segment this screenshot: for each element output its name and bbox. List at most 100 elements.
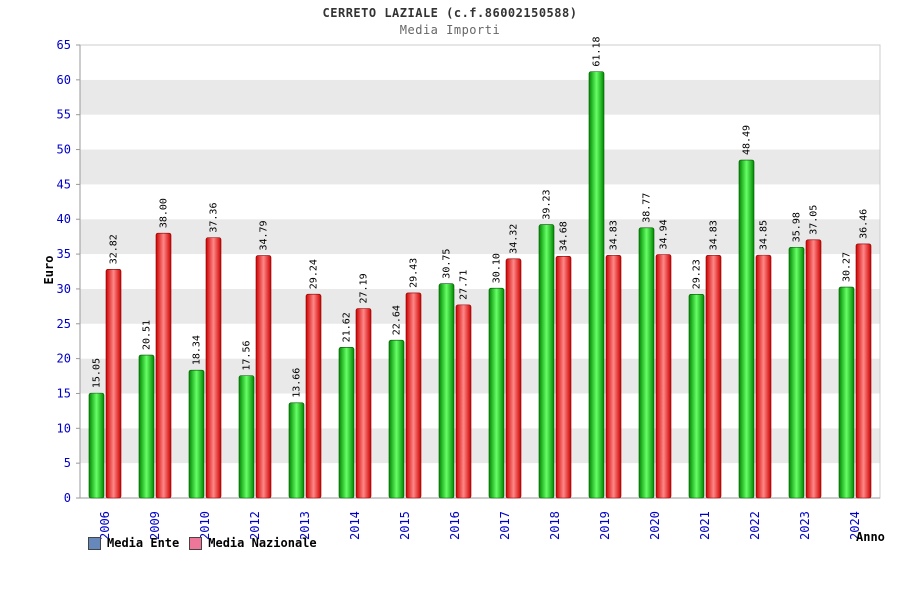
- y-tick-label: 5: [64, 456, 71, 470]
- x-tick-label-2013: 2013: [298, 511, 312, 540]
- x-axis-label: Anno: [856, 530, 885, 544]
- bar-value-label: 18.34: [192, 335, 203, 365]
- bar-media-nazionale-2010: [205, 237, 222, 499]
- bar-value-label: 38.00: [159, 198, 170, 228]
- bar-value-label: 35.98: [792, 212, 803, 242]
- bar-media-ente-2015: [388, 339, 405, 499]
- bar-media-ente-2012: [238, 375, 255, 499]
- bar-value-label: 34.79: [259, 220, 270, 250]
- bar-value-label: 36.46: [859, 209, 870, 239]
- legend-swatch-media-nazionale-icon: [189, 536, 203, 550]
- bar-media-ente-2024: [838, 286, 855, 499]
- bar-media-nazionale-2018: [555, 256, 572, 499]
- bar-media-ente-2016: [438, 283, 455, 499]
- bar-value-label: 29.24: [309, 259, 320, 289]
- bar-value-label: 34.68: [559, 221, 570, 251]
- x-tick-label-2019: 2019: [598, 511, 612, 540]
- bar-value-label: 29.43: [409, 258, 420, 288]
- x-tick-label-2021: 2021: [698, 511, 712, 540]
- bar-media-nazionale-2013: [305, 293, 322, 499]
- bar-value-label: 20.51: [142, 320, 153, 350]
- grid-band: [80, 149, 880, 185]
- bar-value-label: 29.23: [692, 259, 703, 289]
- bar-media-ente-2014: [338, 347, 355, 499]
- bar-value-label: 48.49: [742, 125, 753, 155]
- bar-media-ente-2010: [188, 369, 205, 499]
- bar-media-ente-2022: [738, 159, 755, 499]
- bar-media-ente-2023: [788, 246, 805, 499]
- bar-value-label: 30.75: [442, 249, 453, 279]
- bar-media-nazionale-2016: [455, 304, 472, 499]
- bar-media-nazionale-2024: [855, 243, 872, 499]
- y-tick-label: 55: [57, 108, 71, 122]
- x-tick-label-2014: 2014: [348, 511, 362, 540]
- bar-value-label: 13.66: [292, 368, 303, 398]
- bar-value-label: 32.82: [109, 234, 120, 264]
- bar-value-label: 15.05: [92, 358, 103, 388]
- bar-media-nazionale-2023: [805, 239, 822, 499]
- bar-media-nazionale-2014: [355, 308, 372, 499]
- y-tick-label: 30: [57, 282, 71, 296]
- x-tick-label-2009: 2009: [148, 511, 162, 540]
- x-tick-label-2023: 2023: [798, 511, 812, 540]
- y-axis-label: Euro: [42, 255, 56, 285]
- bar-media-ente-2013: [288, 402, 305, 499]
- bar-media-nazionale-2020: [655, 254, 672, 499]
- legend-item-media-nazionale: Media Nazionale: [189, 536, 317, 550]
- bar-value-label: 39.23: [542, 189, 553, 219]
- bar-media-nazionale-2022: [755, 254, 772, 499]
- bar-media-ente-2017: [488, 287, 505, 499]
- y-tick-label: 65: [57, 38, 71, 52]
- bar-media-nazionale-2006: [105, 268, 122, 499]
- bar-value-label: 22.64: [392, 305, 403, 335]
- bar-media-nazionale-2012: [255, 255, 272, 499]
- x-tick-label-2006: 2006: [98, 511, 112, 540]
- legend-label-media-ente: Media Ente: [107, 536, 180, 550]
- legend-swatch-media-ente-icon: [88, 536, 101, 550]
- y-tick-label: 60: [57, 73, 71, 87]
- bar-value-label: 17.56: [242, 341, 253, 371]
- bar-media-ente-2009: [138, 354, 155, 499]
- bar-value-label: 27.71: [459, 270, 470, 300]
- x-tick-label-2010: 2010: [198, 511, 212, 540]
- x-tick-label-2018: 2018: [548, 511, 562, 540]
- y-tick-label: 0: [64, 491, 71, 505]
- y-tick-label: 25: [57, 317, 71, 331]
- bar-value-label: 27.19: [359, 273, 370, 303]
- x-tick-label-2017: 2017: [498, 511, 512, 540]
- y-tick-label: 50: [57, 143, 71, 157]
- y-tick-label: 10: [57, 421, 71, 435]
- bar-value-label: 34.83: [609, 220, 620, 250]
- x-tick-label-2016: 2016: [448, 511, 462, 540]
- bar-media-nazionale-2017: [505, 258, 522, 499]
- bar-value-label: 30.27: [842, 252, 853, 282]
- y-tick-label: 35: [57, 247, 71, 261]
- bar-media-nazionale-2009: [155, 232, 172, 499]
- grid-band: [80, 45, 880, 80]
- legend-item-media-ente: Media Ente: [88, 536, 179, 550]
- bar-media-ente-2018: [538, 224, 555, 499]
- bar-media-ente-2019: [588, 71, 605, 499]
- bar-value-label: 30.10: [492, 253, 503, 283]
- y-tick-label: 40: [57, 212, 71, 226]
- bar-media-ente-2006: [88, 392, 105, 499]
- bar-media-nazionale-2015: [405, 292, 422, 499]
- y-tick-label: 45: [57, 177, 71, 191]
- legend: Media Ente Media Nazionale: [88, 536, 317, 550]
- x-tick-label-2020: 2020: [648, 511, 662, 540]
- bar-value-label: 38.77: [642, 193, 653, 223]
- grid-band: [80, 114, 880, 150]
- x-tick-label-2015: 2015: [398, 511, 412, 540]
- x-tick-label-2024: 2024: [848, 511, 862, 540]
- bar-media-ente-2021: [688, 293, 705, 499]
- bar-value-label: 61.18: [592, 37, 603, 67]
- y-tick-label: 15: [57, 386, 71, 400]
- bar-value-label: 37.05: [809, 205, 820, 235]
- grid-band: [80, 79, 880, 115]
- bar-value-label: 34.32: [509, 224, 520, 254]
- bar-media-ente-2020: [638, 227, 655, 499]
- bar-value-label: 34.94: [659, 219, 670, 249]
- bar-value-label: 21.62: [342, 312, 353, 342]
